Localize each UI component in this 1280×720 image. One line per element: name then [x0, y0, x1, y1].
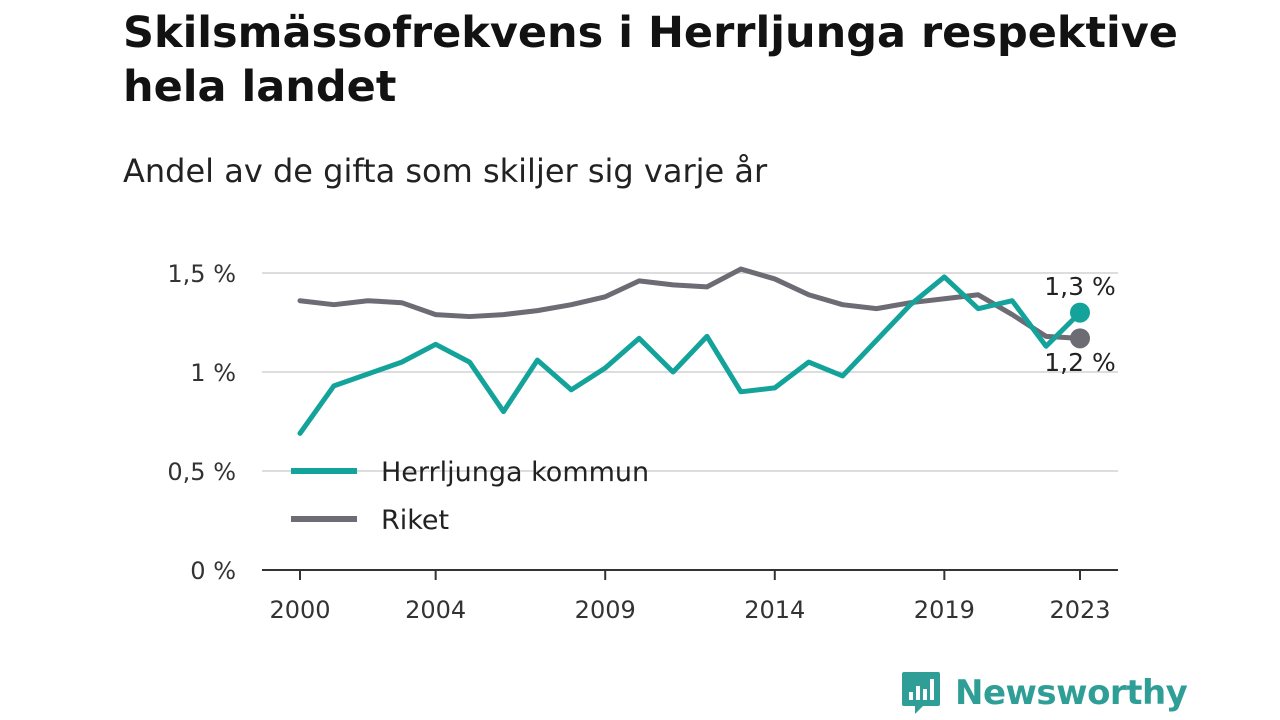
- legend-label: Herrljunga kommun: [381, 457, 649, 488]
- end-labels: 1,3 % 1,2 %: [1044, 272, 1115, 377]
- legend: Herrljunga kommun Riket: [291, 457, 649, 536]
- series-lines: [297, 266, 1090, 436]
- y-tick-label: 0 %: [190, 557, 236, 585]
- legend-label: Riket: [381, 505, 449, 536]
- newsworthy-logo-text: Newsworthy: [955, 673, 1188, 713]
- y-tick-label: 1 %: [190, 359, 236, 387]
- series-line: [297, 266, 1083, 341]
- gridlines: [262, 272, 1118, 472]
- x-tick-label: 2019: [914, 596, 975, 624]
- series-end-point: [1070, 302, 1090, 323]
- y-tick-label: 0,5 %: [167, 458, 236, 486]
- chart-title: Skilsmässofrekvens i Herrljunga respekti…: [123, 8, 1178, 112]
- end-label: 1,2 %: [1044, 348, 1115, 377]
- x-tick-label: 2004: [405, 596, 466, 624]
- end-label: 1,3 %: [1044, 272, 1115, 301]
- series-end-point: [1070, 328, 1090, 349]
- x-axis: 2000 2004 2009 2014 2019 2023: [262, 569, 1118, 624]
- x-tick-label: 2014: [744, 596, 805, 624]
- x-tick-label: 2009: [575, 596, 636, 624]
- y-axis-ticks: 0 % 0,5 % 1 % 1,5 %: [167, 260, 236, 585]
- newsworthy-logo-icon: [902, 672, 940, 714]
- x-tick-label: 2023: [1049, 596, 1110, 624]
- chart-subtitle: Andel av de gifta som skiljer sig varje …: [123, 152, 768, 190]
- series-line: [297, 274, 1083, 436]
- y-tick-label: 1,5 %: [167, 260, 236, 288]
- x-tick-label: 2000: [269, 596, 330, 624]
- newsworthy-logo: Newsworthy: [901, 668, 1188, 718]
